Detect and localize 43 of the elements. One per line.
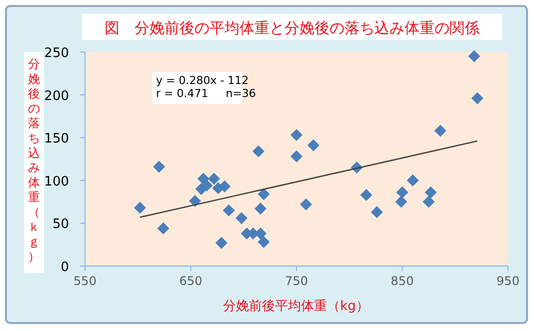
point — [208, 172, 220, 185]
x-tick-label: 550 — [74, 274, 96, 288]
x-axis-title: 分娩前後平均体重（kg） — [223, 299, 369, 314]
y-tick-label: 150 — [44, 132, 69, 147]
point — [424, 186, 437, 198]
point — [258, 236, 270, 248]
point — [290, 150, 302, 162]
point — [434, 124, 446, 137]
point — [471, 92, 484, 104]
y-tick-label: 0 — [60, 260, 69, 275]
y-tick-label: 200 — [44, 88, 69, 104]
point — [290, 129, 302, 142]
point — [157, 222, 170, 234]
text: 分娩後の落ち込み体重（ｋｇ） — [28, 57, 40, 264]
x-tick-label: 650 — [179, 274, 202, 288]
point — [252, 145, 264, 158]
point — [406, 174, 419, 186]
point — [258, 188, 270, 200]
y-tick-label: 100 — [44, 174, 69, 190]
point — [468, 50, 480, 62]
point — [134, 202, 146, 214]
point — [200, 180, 213, 192]
point — [360, 188, 372, 201]
point — [307, 139, 320, 152]
annotation: y = 0.280x - 112 — [156, 74, 249, 87]
point — [215, 236, 228, 249]
y-tick-label: 50 — [52, 217, 69, 232]
point — [370, 206, 383, 218]
point — [300, 198, 312, 210]
point — [396, 186, 408, 198]
point — [236, 212, 248, 224]
annotation: r = 0.471 n=36 — [156, 87, 256, 100]
y-tick-label: 250 — [44, 46, 69, 61]
x-tick-label: 850 — [390, 274, 414, 288]
point — [153, 160, 166, 173]
x-tick-label: 750 — [285, 274, 308, 288]
point — [254, 202, 267, 215]
point — [395, 196, 408, 208]
point — [222, 204, 235, 216]
point — [188, 194, 201, 207]
x-tick-label: 950 — [496, 274, 520, 288]
chart-title: 図 分娩前後の平均体重と分娩後の落ち込み体重の関係 — [104, 19, 480, 37]
point — [422, 196, 435, 208]
